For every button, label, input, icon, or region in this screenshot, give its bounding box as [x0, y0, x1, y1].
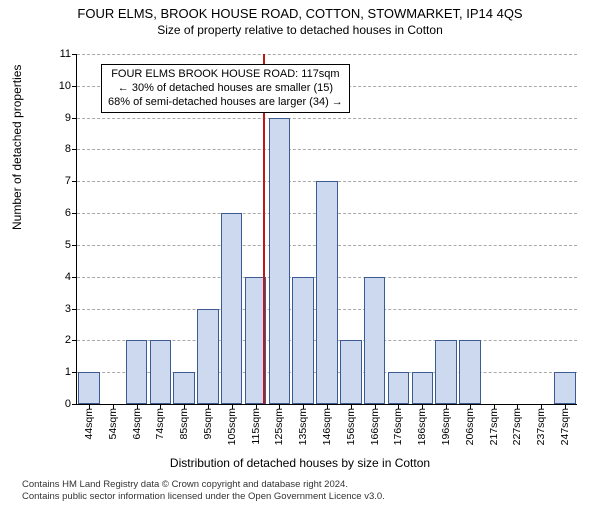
ytick-label: 9: [47, 112, 71, 124]
bar: [269, 118, 290, 404]
ytick-mark: [72, 372, 77, 373]
ytick-mark: [72, 213, 77, 214]
bar: [197, 309, 218, 404]
bar: [388, 372, 409, 404]
gridline-h: [77, 118, 577, 119]
ytick-label: 2: [47, 334, 71, 346]
annotation-box: FOUR ELMS BROOK HOUSE ROAD: 117sqm← 30% …: [101, 64, 350, 113]
ytick-label: 8: [47, 143, 71, 155]
ytick-mark: [72, 54, 77, 55]
annotation-line-2: ← 30% of detached houses are smaller (15…: [108, 82, 343, 96]
ytick-mark: [72, 309, 77, 310]
footer-attribution: Contains HM Land Registry data © Crown c…: [22, 479, 385, 502]
xtick-label: 166sqm: [369, 408, 381, 445]
ytick-mark: [72, 118, 77, 119]
xtick-label: 115sqm: [250, 408, 262, 445]
xtick-label: 156sqm: [345, 408, 357, 445]
ytick-mark: [72, 149, 77, 150]
ytick-mark: [72, 404, 77, 405]
xtick-label: 196sqm: [440, 408, 452, 445]
xtick-label: 95sqm: [202, 408, 214, 440]
ytick-label: 7: [47, 175, 71, 187]
y-axis-title: Number of detached properties: [10, 65, 24, 230]
ytick-mark: [72, 181, 77, 182]
bar: [340, 340, 361, 404]
bar: [316, 181, 337, 404]
xtick-label: 237sqm: [535, 408, 547, 445]
ytick-label: 6: [47, 207, 71, 219]
bar: [126, 340, 147, 404]
xtick-label: 125sqm: [273, 408, 285, 445]
bar: [412, 372, 433, 404]
ytick-label: 10: [47, 80, 71, 92]
ytick-mark: [72, 340, 77, 341]
bar: [221, 213, 242, 404]
gridline-h: [77, 149, 577, 150]
bar: [459, 340, 480, 404]
bar: [554, 372, 575, 404]
annotation-line-3: 68% of semi-detached houses are larger (…: [108, 96, 343, 110]
bar: [78, 372, 99, 404]
xtick-label: 105sqm: [226, 408, 238, 445]
xtick-label: 217sqm: [488, 408, 500, 445]
footer-line-2: Contains public sector information licen…: [22, 491, 385, 502]
x-axis-title: Distribution of detached houses by size …: [0, 456, 600, 470]
bar: [364, 277, 385, 404]
ytick-label: 5: [47, 239, 71, 251]
ytick-label: 3: [47, 303, 71, 315]
plot-area: 0123456789101144sqm54sqm64sqm74sqm85sqm9…: [76, 54, 577, 405]
ytick-mark: [72, 245, 77, 246]
xtick-label: 186sqm: [416, 408, 428, 445]
xtick-label: 74sqm: [154, 408, 166, 440]
xtick-label: 227sqm: [511, 408, 523, 445]
gridline-h: [77, 54, 577, 55]
xtick-label: 85sqm: [178, 408, 190, 440]
ytick-label: 4: [47, 271, 71, 283]
bar: [435, 340, 456, 404]
ytick-label: 11: [47, 48, 71, 60]
xtick-label: 64sqm: [131, 408, 143, 440]
xtick-label: 247sqm: [559, 408, 571, 445]
xtick-label: 146sqm: [321, 408, 333, 445]
xtick-label: 54sqm: [107, 408, 119, 440]
xtick-label: 135sqm: [297, 408, 309, 445]
bar: [173, 372, 194, 404]
ytick-mark: [72, 86, 77, 87]
ytick-label: 1: [47, 366, 71, 378]
xtick-label: 44sqm: [83, 408, 95, 440]
xtick-label: 176sqm: [392, 408, 404, 445]
chart-area: 0123456789101144sqm54sqm64sqm74sqm85sqm9…: [58, 54, 578, 426]
bar: [150, 340, 171, 404]
annotation-line-1: FOUR ELMS BROOK HOUSE ROAD: 117sqm: [108, 68, 343, 82]
ytick-label: 0: [47, 398, 71, 410]
ytick-mark: [72, 277, 77, 278]
footer-line-1: Contains HM Land Registry data © Crown c…: [22, 479, 385, 490]
chart-subtitle: Size of property relative to detached ho…: [0, 23, 600, 37]
chart-title: FOUR ELMS, BROOK HOUSE ROAD, COTTON, STO…: [0, 6, 600, 21]
xtick-label: 206sqm: [464, 408, 476, 445]
bar: [292, 277, 313, 404]
